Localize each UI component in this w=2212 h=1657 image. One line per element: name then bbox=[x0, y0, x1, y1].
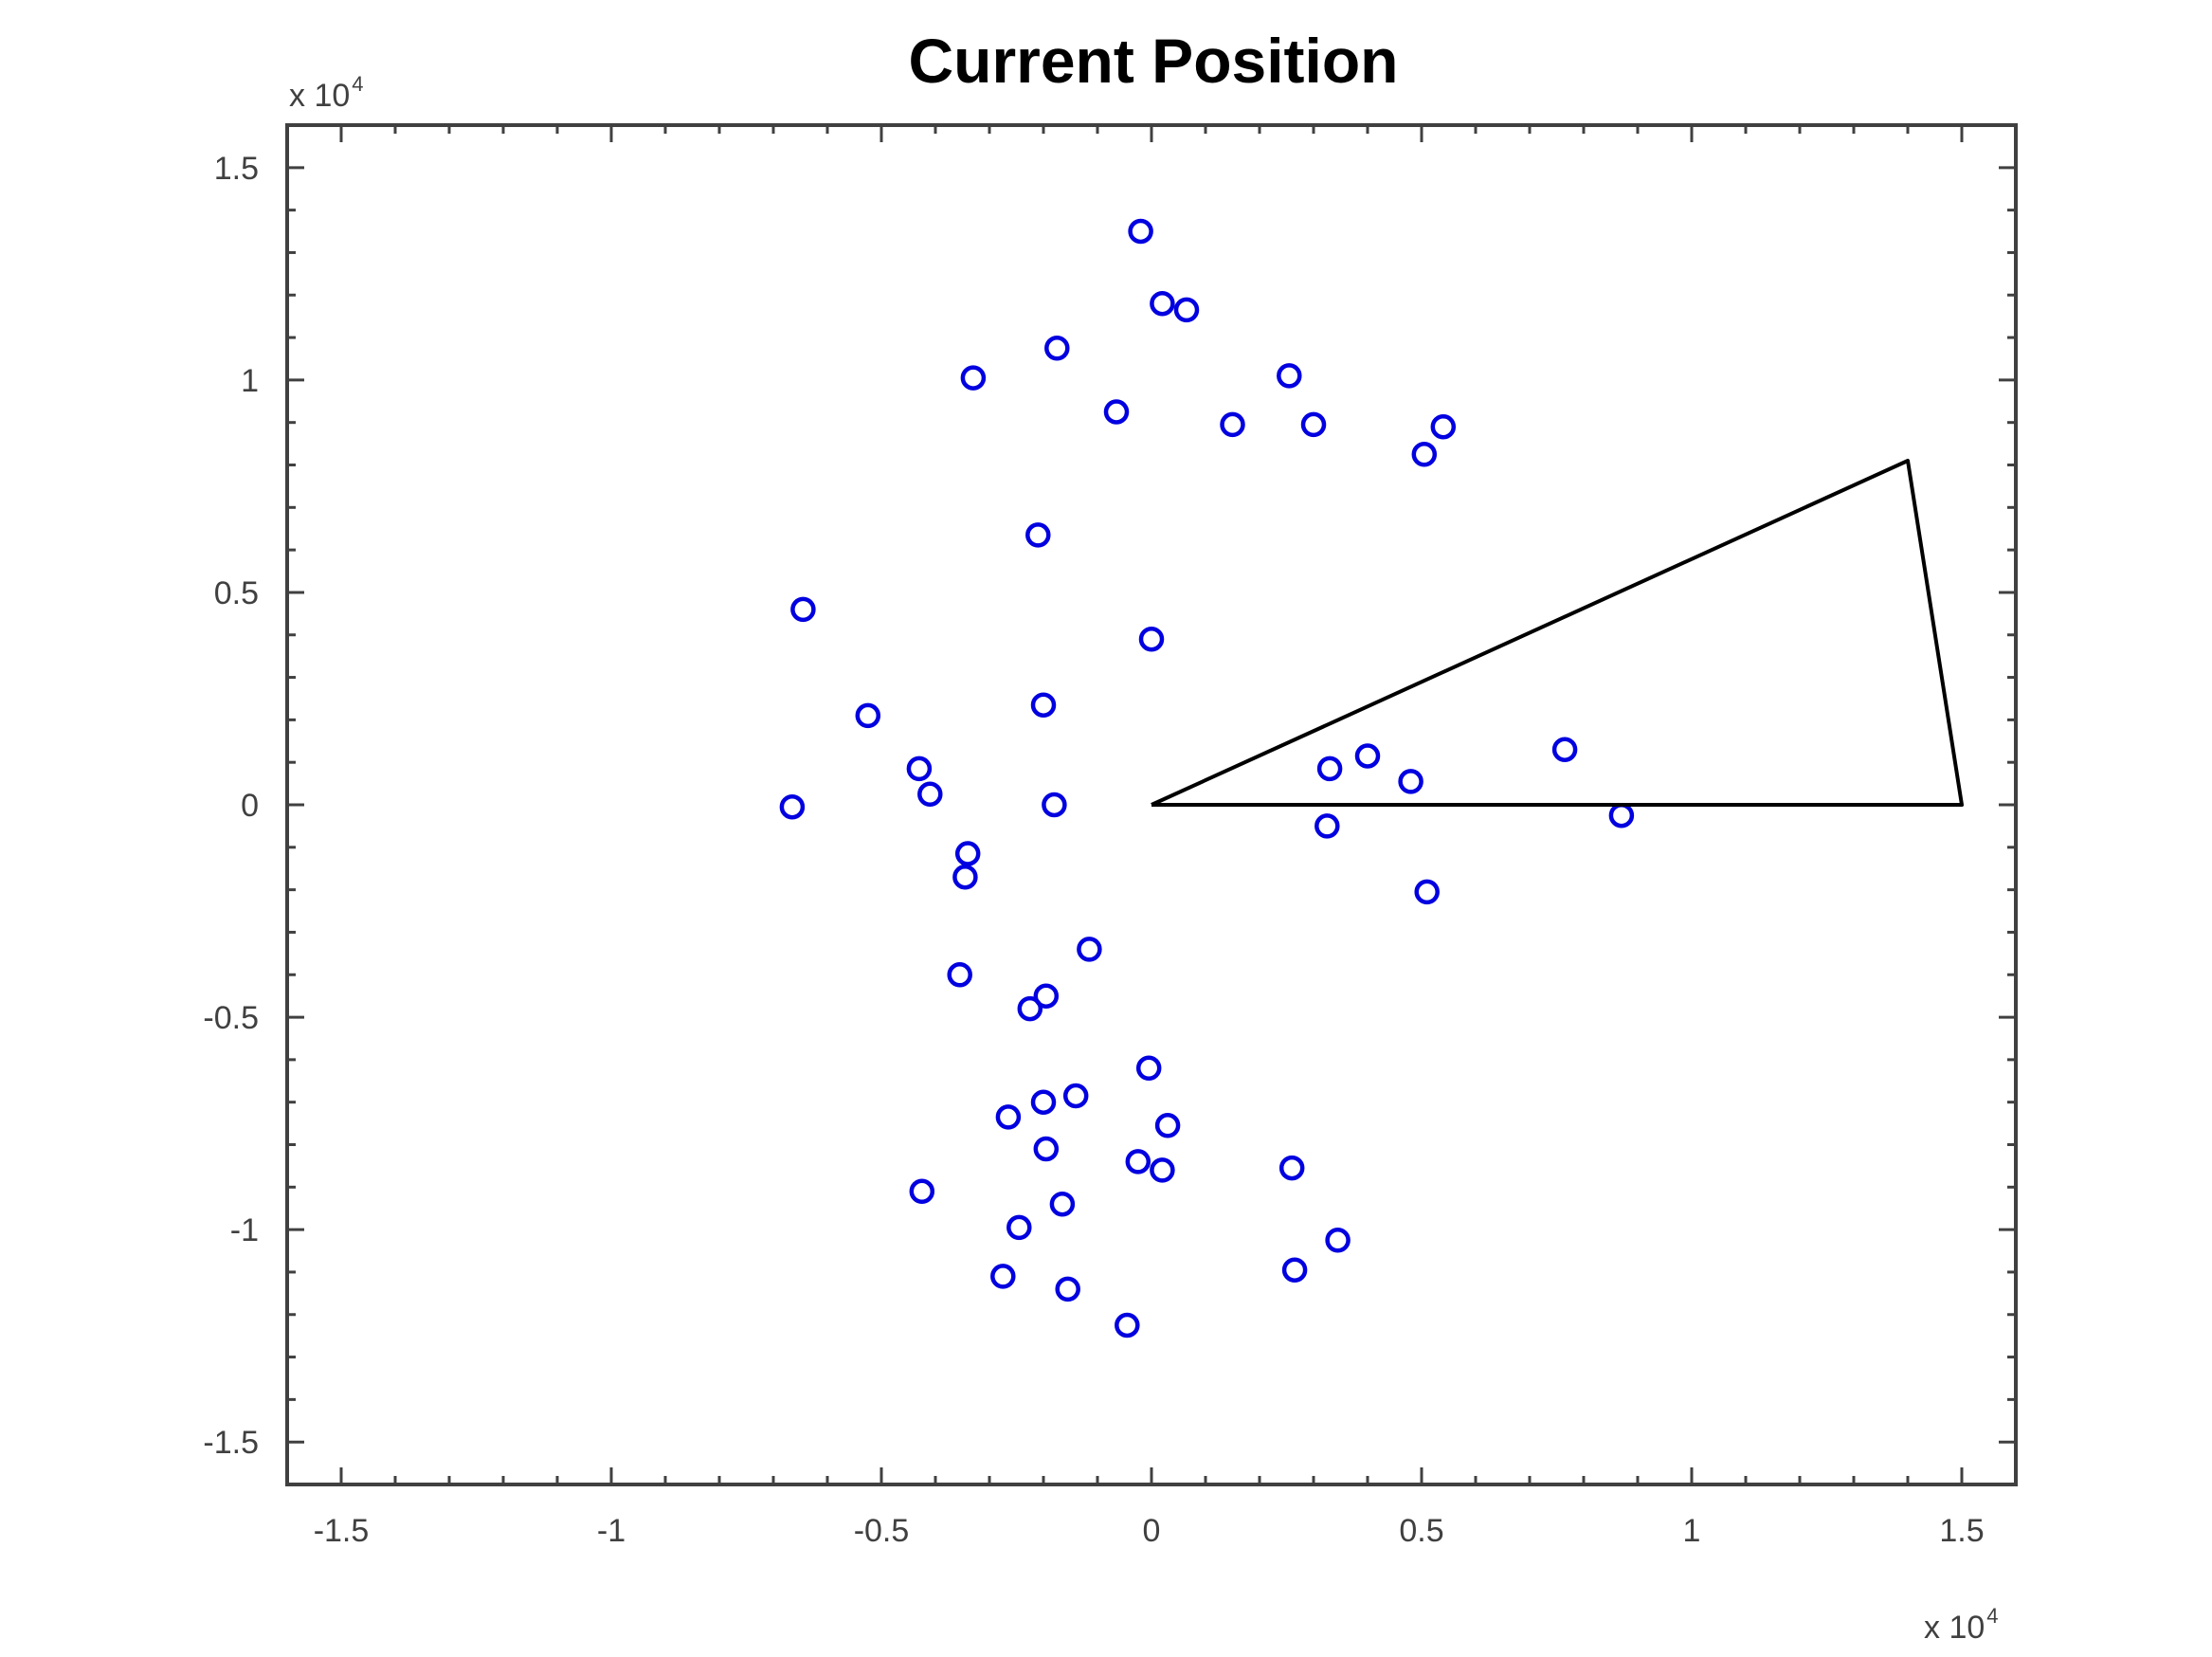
data-point bbox=[1042, 792, 1067, 818]
data-point bbox=[947, 962, 972, 988]
data-point bbox=[1135, 1055, 1162, 1082]
data-point bbox=[1077, 937, 1102, 962]
data-point bbox=[960, 365, 987, 391]
data-point bbox=[1220, 411, 1245, 438]
data-point bbox=[790, 596, 816, 623]
data-point bbox=[1173, 297, 1200, 323]
x-tick-label: -1 bbox=[597, 1513, 626, 1549]
data-point bbox=[909, 1178, 935, 1205]
data-point bbox=[1125, 1149, 1151, 1174]
y-tick-label: 1 bbox=[241, 363, 259, 399]
data-point bbox=[1062, 1083, 1089, 1109]
x-tick-label: -0.5 bbox=[854, 1513, 910, 1549]
x-tick-labels: -1.5 -1 -0.5 0 0.5 1 1.5 bbox=[314, 1513, 1985, 1549]
data-point bbox=[1277, 363, 1302, 389]
data-point bbox=[995, 1104, 1022, 1130]
series-0 bbox=[779, 218, 1635, 1338]
data-point bbox=[1055, 1276, 1080, 1302]
data-point bbox=[1316, 756, 1343, 782]
data-point bbox=[1354, 743, 1381, 769]
data-point bbox=[1033, 983, 1060, 1009]
data-point bbox=[1025, 522, 1051, 548]
y-tick-label: -1 bbox=[230, 1212, 259, 1248]
series-1 bbox=[1151, 459, 1964, 807]
x-tick-label: -1.5 bbox=[314, 1513, 370, 1549]
axis-ticks bbox=[285, 123, 2018, 1486]
data-point bbox=[1030, 692, 1057, 718]
data-point bbox=[1325, 1228, 1351, 1253]
data-point bbox=[1128, 218, 1153, 245]
data-point bbox=[1049, 1191, 1076, 1217]
y-tick-label: -1.5 bbox=[203, 1425, 259, 1461]
data-point bbox=[1300, 411, 1327, 438]
data-point bbox=[1150, 290, 1175, 317]
triangle-outline bbox=[1151, 459, 1964, 807]
data-point bbox=[1150, 1157, 1175, 1183]
y-axis-multiplier: x 104 bbox=[289, 72, 364, 114]
data-point bbox=[917, 781, 943, 808]
data-point bbox=[1103, 399, 1130, 425]
x-tick-label: 0.5 bbox=[1399, 1513, 1443, 1549]
y-tick-label: 0.5 bbox=[214, 575, 259, 611]
x-tick-label: 1.5 bbox=[1939, 1513, 1984, 1549]
x-axis-multiplier: x 104 bbox=[1924, 1604, 1999, 1646]
y-tick-label: -0.5 bbox=[203, 1000, 259, 1036]
x-multiplier-exponent: 4 bbox=[1986, 1604, 1998, 1628]
data-point bbox=[1017, 995, 1043, 1022]
data-point bbox=[1115, 1312, 1140, 1338]
chart-title: Current Position bbox=[908, 26, 1398, 96]
data-point bbox=[1315, 813, 1340, 839]
data-point bbox=[906, 756, 933, 782]
data-point bbox=[779, 793, 806, 820]
data-point bbox=[1154, 1113, 1181, 1138]
data-point bbox=[1281, 1257, 1308, 1283]
data-point bbox=[1430, 413, 1457, 440]
data-point bbox=[1278, 1155, 1305, 1181]
y-multiplier-exponent: 4 bbox=[352, 72, 363, 96]
data-point bbox=[1033, 1136, 1060, 1162]
data-point bbox=[1006, 1214, 1032, 1241]
data-series bbox=[779, 218, 1964, 1338]
x-tick-label: 1 bbox=[1683, 1513, 1701, 1549]
y-tick-label: 1.5 bbox=[214, 151, 259, 187]
y-tick-labels: 1.5 1 0.5 0 -0.5 -1 -1.5 bbox=[203, 151, 259, 1461]
data-point bbox=[954, 841, 981, 866]
y-multiplier-base: x 10 bbox=[289, 78, 350, 114]
data-point bbox=[1551, 737, 1578, 762]
data-point bbox=[1411, 442, 1438, 467]
data-point bbox=[1138, 626, 1165, 652]
data-point bbox=[1044, 336, 1070, 361]
data-point bbox=[990, 1264, 1016, 1289]
data-point bbox=[855, 702, 881, 729]
data-point bbox=[1030, 1089, 1057, 1115]
data-point bbox=[1398, 769, 1423, 794]
y-tick-label: 0 bbox=[241, 788, 259, 824]
data-point bbox=[952, 864, 978, 890]
data-point bbox=[1414, 879, 1440, 905]
x-tick-label: 0 bbox=[1143, 1513, 1161, 1549]
x-multiplier-base: x 10 bbox=[1924, 1610, 1985, 1646]
